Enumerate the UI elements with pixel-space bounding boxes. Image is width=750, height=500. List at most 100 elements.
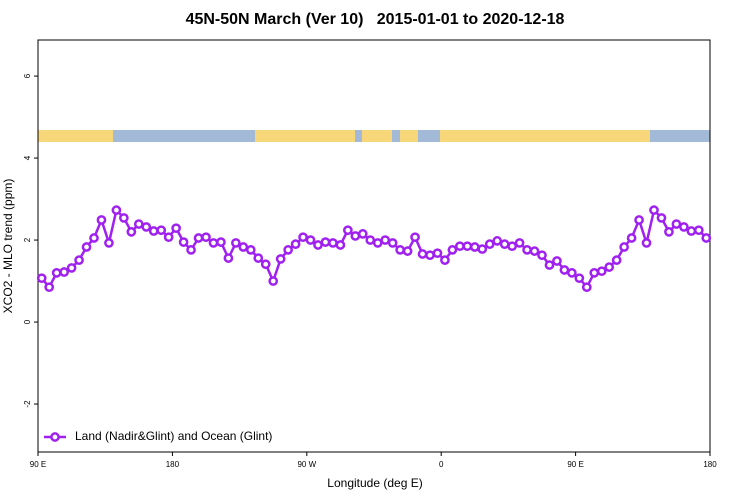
data-point [156,225,167,236]
data-point [216,237,226,247]
data-point [492,236,503,246]
map-strip [38,130,710,142]
data-point [193,233,204,243]
data-point [596,266,607,277]
y-tick-label: 2 [23,237,32,242]
land [400,130,418,142]
data-point [679,222,689,232]
data-point [51,268,62,278]
data-point [36,273,47,284]
x-axis-label: Longitude (deg E) [327,476,422,490]
data-point [410,232,420,243]
data-point [238,242,249,252]
y-tick-label: -2 [23,400,32,408]
data-point [74,255,84,265]
data-point [507,241,517,252]
data-point [96,215,107,225]
data-point [320,237,331,247]
data-point [59,267,69,277]
data-point [66,263,77,273]
data-point [298,232,308,243]
land [38,130,113,142]
data-point [581,282,592,293]
data-point [313,240,323,250]
data-point [671,219,682,229]
data-point [380,235,391,245]
data-point [499,239,510,250]
land [362,130,392,142]
data-point [649,205,659,215]
data-point [484,239,495,250]
chart-title: 45N-50N March (Ver 10) 2015-01-01 to 202… [186,11,565,28]
data-point [253,253,264,263]
y-tick-label: 4 [23,155,32,160]
data-point [522,245,532,255]
data-point [133,219,144,229]
data-point [387,238,398,248]
data-point [201,232,211,243]
data-point [626,233,637,243]
x-tick-label: 0 [439,460,444,469]
data-point [402,246,413,256]
land [440,130,650,142]
data-point [357,229,368,239]
data-point [223,253,234,263]
data-point [641,238,652,248]
data-point [425,250,435,261]
data-point [283,245,293,255]
data-point [455,241,465,252]
data-point [305,235,316,245]
data-point [163,232,174,243]
data-point [335,240,346,250]
data-point [686,226,697,236]
data-point [664,227,674,237]
data-point [544,260,555,270]
data-point [462,241,473,252]
data-point [559,265,570,275]
data-point [178,237,189,247]
data-point [417,249,428,259]
data-point [208,238,219,248]
data-point [260,259,271,270]
data-point [604,262,615,272]
x-tick-label: 180 [166,460,180,469]
data-point [89,233,99,243]
data-point [574,273,585,284]
data-point [372,238,383,248]
data-point [589,268,600,278]
data-point [141,222,152,232]
data-point [432,248,443,259]
data-point [440,255,450,265]
data-point [619,242,629,252]
data-point [552,256,562,266]
data-point [290,239,301,250]
y-tick-label: 0 [23,319,32,324]
y-axis-label: XCO2 - MLO trend (ppm) [1,179,15,314]
data-point [477,244,488,254]
data-point [186,245,196,255]
data-point [365,235,376,245]
data-point [469,242,480,252]
data-point [395,245,405,255]
data-point [268,276,279,286]
data-point [275,254,286,264]
x-tick-label: 180 [703,460,717,469]
data-point [171,223,181,234]
plot-frame [37,39,711,453]
data-point [231,238,241,248]
data-point [350,231,361,241]
data-point [328,238,338,248]
data-point [537,250,547,261]
data-point [343,225,353,236]
y-tick-label: 6 [23,73,32,78]
data-point [529,246,540,256]
data-point [148,226,159,236]
data-point [693,225,704,236]
legend-label: Land (Nadir&Glint) and Ocean (Glint) [75,429,272,443]
data-point [634,215,644,225]
data-point [701,233,712,243]
data-point [447,245,458,255]
land [255,130,355,142]
x-tick-label: 90 E [567,460,583,469]
